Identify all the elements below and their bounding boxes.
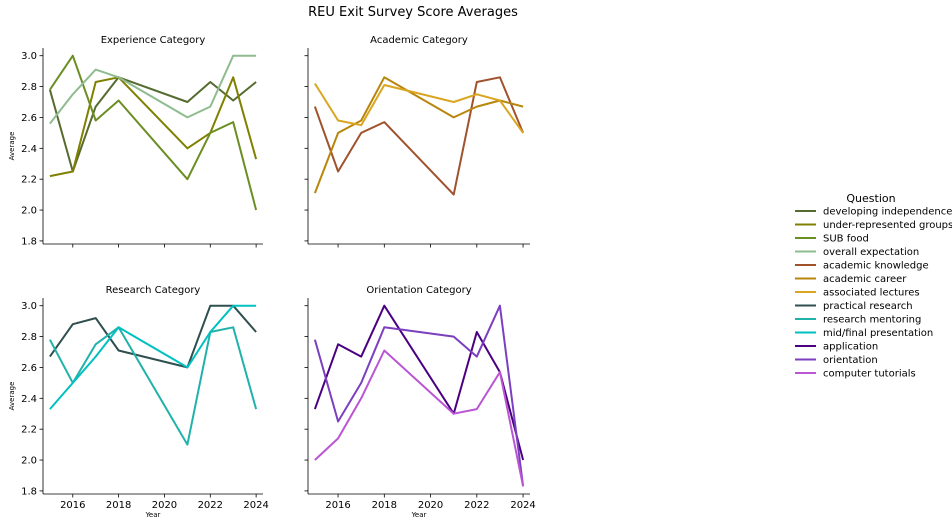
legend-label: overall expectation — [823, 247, 919, 258]
legend-item-computer-tutorials: computer tutorials — [795, 369, 916, 380]
legend-label: SUB food — [823, 234, 869, 245]
y-tick-label: 2.2 — [21, 175, 37, 186]
series-line-practical-research — [49, 304, 257, 369]
panel-2: Academic Category — [304, 35, 530, 248]
legend-item-mid-final-presentation: mid/final presentation — [795, 328, 933, 339]
x-tick-label: 2024 — [243, 500, 268, 511]
y-axis-label: Average — [8, 132, 16, 161]
series-line-mid-final-presentation — [49, 304, 257, 410]
series-line-application — [313, 304, 525, 461]
x-tick-label: 2020 — [152, 500, 177, 511]
y-tick-label: 3.0 — [21, 51, 37, 62]
y-tick-label: 2.8 — [21, 82, 37, 93]
legend-item-research-mentoring: research mentoring — [795, 315, 921, 326]
y-tick-label: 2.8 — [21, 332, 37, 343]
legend: Question developing independence under-re… — [795, 192, 952, 380]
y-tick-label: 2.4 — [21, 394, 37, 405]
legend-label: practical research — [823, 301, 913, 312]
x-tick-label: 2022 — [464, 500, 489, 511]
panel-title: Orientation Category — [366, 285, 471, 296]
legend-label: research mentoring — [823, 315, 921, 326]
x-tick-label: 2022 — [198, 500, 223, 511]
x-axis-label: Year — [411, 511, 427, 519]
y-tick-label: 1.8 — [21, 236, 37, 247]
figure-title: REU Exit Survey Score Averages — [308, 5, 518, 20]
x-tick-label: 2024 — [510, 500, 535, 511]
legend-item-practical-research: practical research — [795, 301, 913, 312]
panel-title: Academic Category — [370, 35, 468, 46]
legend-item-academic-career: academic career — [795, 274, 907, 285]
x-tick-label: 2018 — [372, 500, 397, 511]
x-tick-label: 2016 — [60, 500, 85, 511]
series-line-research-mentoring — [49, 326, 258, 446]
series-line-associated-lectures — [314, 82, 524, 134]
legend-label: mid/final presentation — [823, 328, 933, 339]
y-tick-label: 2.6 — [21, 363, 37, 374]
legend-label: application — [823, 342, 878, 353]
legend-item-developing-independence: developing independence — [795, 207, 952, 218]
y-tick-label: 1.8 — [21, 486, 37, 497]
y-axis-label: Average — [8, 382, 16, 411]
panel-title: Research Category — [106, 285, 201, 296]
y-tick-label: 3.0 — [21, 301, 37, 312]
legend-label: associated lectures — [823, 288, 920, 299]
y-tick-label: 2.2 — [21, 425, 37, 436]
series-line-overall-expectation — [49, 54, 257, 125]
series-line-academic-career — [313, 76, 524, 194]
legend-item-application: application — [795, 342, 878, 353]
y-tick-label: 2.4 — [21, 144, 37, 155]
panels: Experience Category 1.8 2.0 2.2 2.4 2.6 2.8 3.0… — [8, 35, 536, 519]
y-tick-label: 2.0 — [21, 456, 37, 467]
panel-1: Experience Category 1.8 2.0 2.2 2.4 2.6 2.8 3.0… — [8, 35, 263, 248]
legend-item-under-represented-groups: under-represented groups — [795, 220, 952, 231]
y-tick-label: 2.0 — [21, 206, 37, 217]
panel-title: Experience Category — [101, 35, 206, 46]
legend-label: academic career — [823, 274, 907, 285]
legend-item-overall-expectation: overall expectation — [795, 247, 919, 258]
x-axis-label: Year — [145, 511, 161, 519]
y-tick-label: 2.6 — [21, 113, 37, 124]
legend-label: developing independence — [823, 207, 952, 218]
panel-3: Research Category 1.8 2.0 2.2 2.4 2.6 2.8 3.0 20… — [8, 285, 269, 519]
legend-item-orientation: orientation — [795, 355, 878, 366]
x-tick-label: 2018 — [106, 500, 131, 511]
legend-title: Question — [846, 192, 895, 205]
x-tick-label: 2016 — [325, 500, 350, 511]
legend-label: under-represented groups — [823, 220, 952, 231]
series-line-computer-tutorials — [314, 349, 525, 487]
legend-label: orientation — [823, 355, 878, 366]
series-line-under-represented-groups — [49, 76, 258, 178]
legend-label: computer tutorials — [823, 369, 916, 380]
panel-4: Orientation Category 2016 2018 2020 2022 2024… — [304, 285, 536, 519]
series-line-academic-knowledge — [313, 76, 525, 196]
legend-label: academic knowledge — [823, 261, 929, 272]
x-tick-label: 2020 — [418, 500, 443, 511]
series-line-developing-independence — [48, 76, 257, 173]
series-line-sub-food — [49, 54, 258, 211]
series-line-orientation — [313, 304, 525, 487]
legend-item-academic-knowledge: academic knowledge — [795, 261, 929, 272]
legend-item-associated-lectures: associated lectures — [795, 288, 920, 299]
legend-item-sub-food: SUB food — [795, 234, 869, 245]
